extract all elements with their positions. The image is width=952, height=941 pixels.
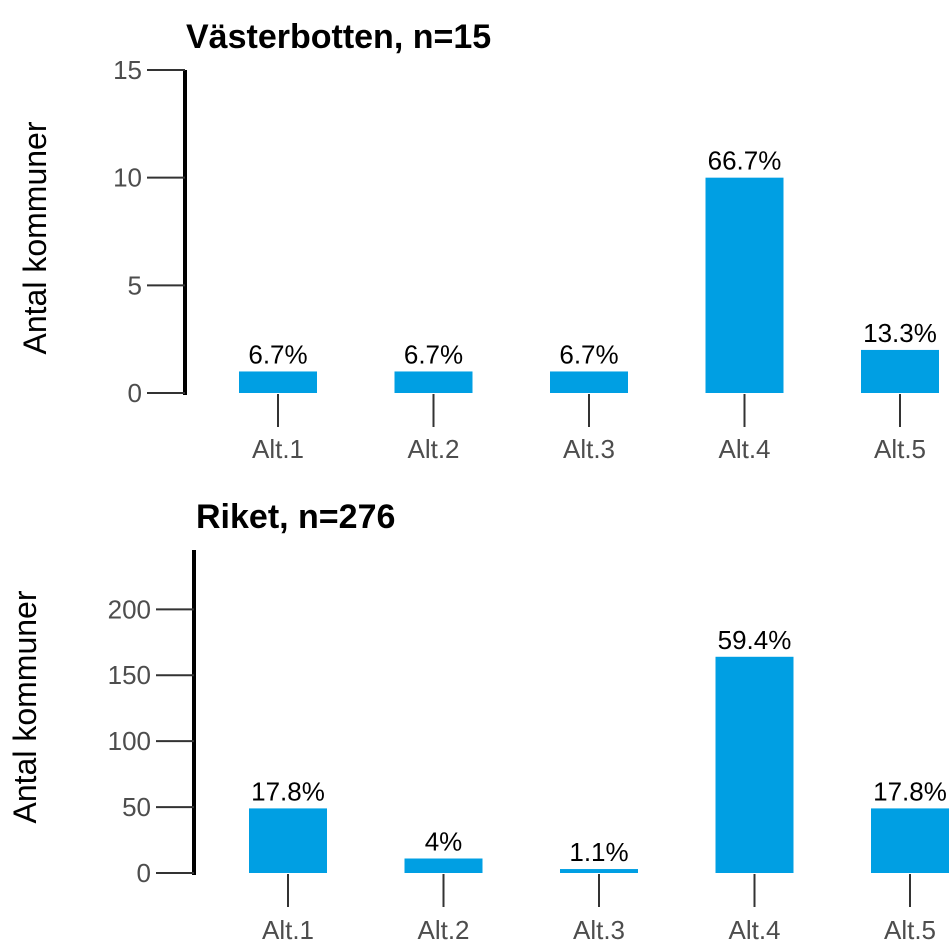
data-label: 1.1%: [569, 837, 628, 867]
y-tick-label: 0: [128, 378, 142, 408]
y-axis-label: Antal kommuner: [7, 590, 43, 823]
y-tick-label: 15: [113, 55, 142, 85]
y-tick-label: 50: [122, 792, 151, 822]
bar: [715, 656, 794, 873]
chart-marks: 0 5 10 15 6.7% Alt.1 6.7% Alt.2 6.7% Alt.3 66.7% Al…: [113, 55, 939, 464]
chart-title: Västerbotten, n=15: [186, 18, 491, 56]
chart-panel-riket: Riket, n=276 Antal kommuner 0 50 100 150 200…: [7, 498, 949, 941]
bar: [550, 371, 628, 393]
y-tick-label: 150: [108, 660, 151, 690]
bar: [560, 869, 638, 873]
data-label: 59.4%: [718, 625, 792, 655]
bar: [249, 808, 327, 873]
bar: [394, 371, 473, 393]
data-label: 13.3%: [863, 318, 937, 348]
x-tick-label: Alt.2: [417, 915, 469, 941]
chart-panel-vasterbotten: Västerbotten, n=15 Antal kommuner 0 5 10 15…: [17, 18, 939, 464]
chart-title: Riket, n=276: [196, 498, 395, 536]
data-label: 4%: [425, 826, 463, 856]
x-tick-label: Alt.1: [252, 434, 304, 464]
data-label: 6.7%: [248, 339, 307, 369]
y-tick-label: 0: [137, 858, 151, 888]
bar: [871, 808, 949, 873]
y-tick-label: 100: [108, 726, 151, 756]
y-axis-label: Antal kommuner: [17, 121, 53, 354]
bar: [239, 371, 317, 393]
bar: [861, 349, 939, 393]
x-tick-label: Alt.5: [884, 915, 936, 941]
data-label: 17.8%: [873, 776, 947, 806]
x-tick-label: Alt.2: [407, 434, 459, 464]
x-tick-label: Alt.3: [563, 434, 615, 464]
bar: [705, 177, 784, 393]
y-tick-label: 10: [113, 163, 142, 193]
x-tick-label: Alt.1: [262, 915, 314, 941]
x-tick-label: Alt.5: [874, 434, 926, 464]
data-label: 66.7%: [708, 146, 782, 176]
x-tick-label: Alt.3: [573, 915, 625, 941]
bar: [404, 858, 483, 873]
x-tick-label: Alt.4: [728, 915, 780, 941]
y-tick-label: 5: [128, 270, 142, 300]
data-label: 17.8%: [251, 776, 325, 806]
data-label: 6.7%: [559, 339, 618, 369]
data-label: 6.7%: [404, 339, 463, 369]
y-tick-label: 200: [108, 594, 151, 624]
x-tick-label: Alt.4: [718, 434, 770, 464]
chart-marks: 0 50 100 150 200 17.8% Alt.1 4% Alt.2 1.1% Alt.3 59…: [108, 550, 949, 941]
